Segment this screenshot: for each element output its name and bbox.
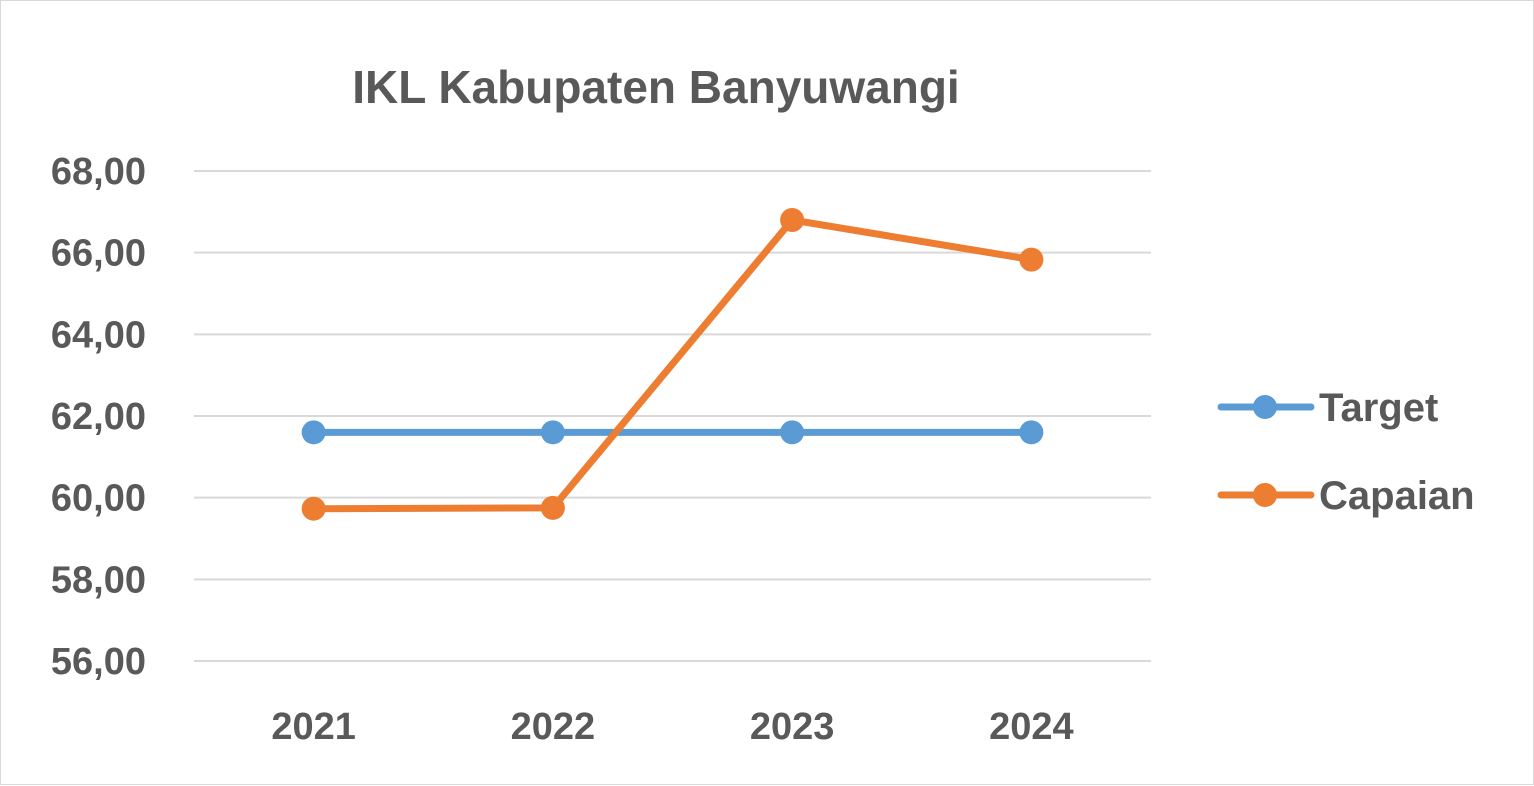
y-tick-label: 62,00	[51, 396, 146, 438]
legend-label: Capaian	[1319, 474, 1475, 518]
legend-marker-target	[1253, 395, 1277, 419]
gridlines	[194, 170, 1151, 662]
x-tick-label: 2024	[989, 706, 1074, 748]
x-tick-label: 2022	[511, 706, 596, 748]
y-tick-label: 66,00	[51, 233, 146, 275]
legend: Target Capaian	[1217, 386, 1475, 518]
legend-marker-capaian	[1253, 483, 1277, 507]
y-tick-label: 68,00	[51, 151, 146, 193]
y-tick-label: 58,00	[51, 559, 146, 601]
x-tick-label: 2021	[271, 706, 356, 748]
legend-label: Target	[1319, 386, 1438, 430]
data-point-target	[780, 420, 805, 445]
data-point-target	[1019, 420, 1044, 445]
series-line-capaian	[310, 216, 1035, 513]
x-tick-label: 2023	[750, 706, 835, 748]
series-lines	[301, 208, 1044, 521]
chart-title: IKL Kabupaten Banyuwangi	[352, 61, 959, 113]
data-point-target	[540, 420, 565, 445]
data-point-capaian	[540, 495, 565, 520]
y-axis-ticks: 68,00 66,00 64,00 62,00 60,00 58,00 56,00	[51, 151, 146, 683]
data-point-capaian	[780, 208, 805, 232]
x-axis-ticks: 2021 2022 2023 2024	[271, 706, 1073, 748]
data-point-capaian	[1019, 247, 1044, 272]
y-tick-label: 60,00	[51, 478, 146, 520]
data-point-capaian	[301, 496, 326, 521]
data-point-target	[301, 420, 326, 445]
y-tick-label: 56,00	[51, 641, 146, 683]
y-tick-label: 64,00	[51, 314, 146, 356]
